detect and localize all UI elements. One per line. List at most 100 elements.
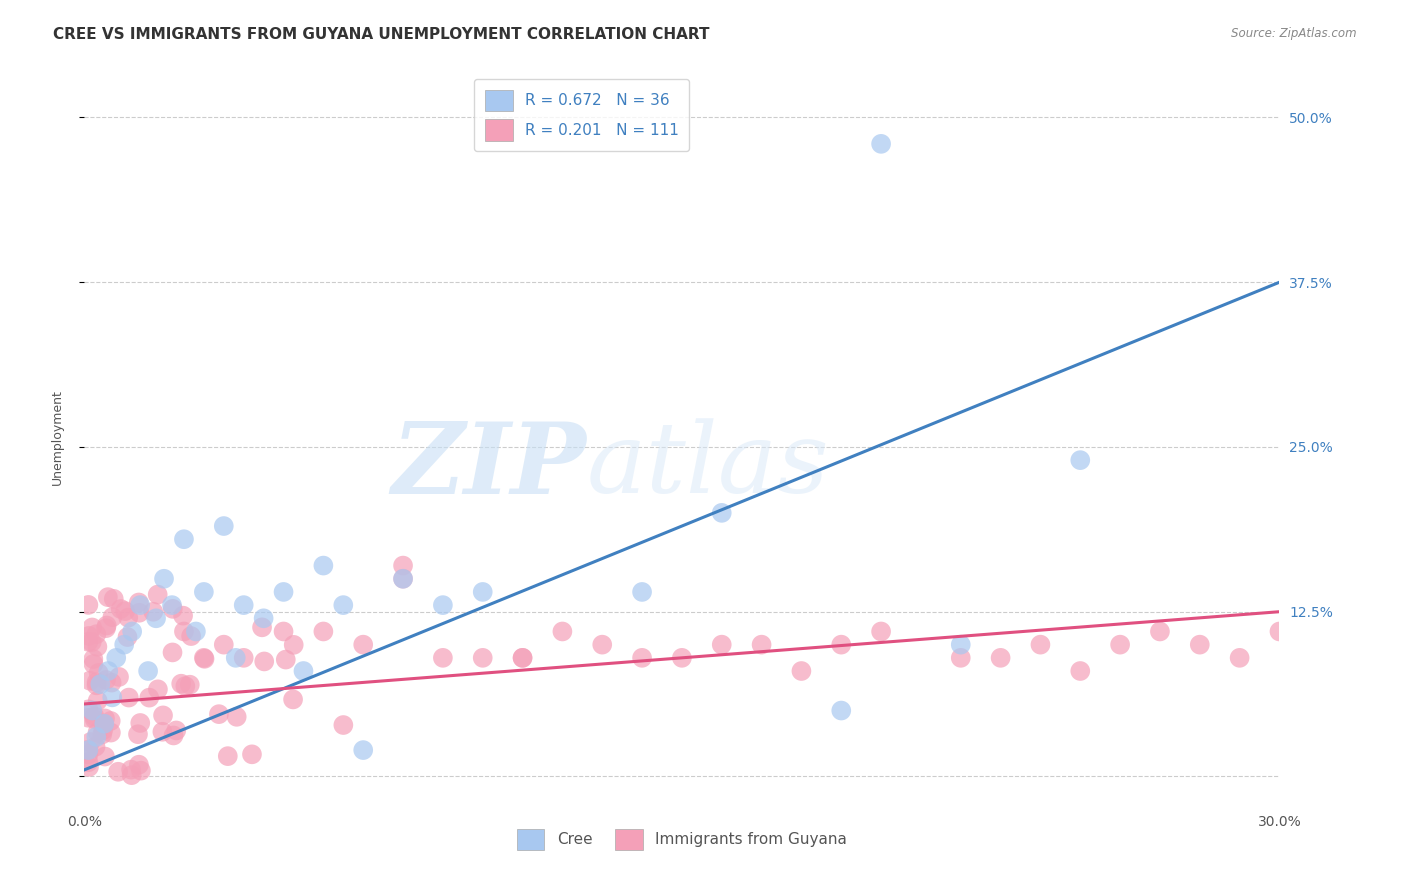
Point [86,725,108,739]
Point [751,638,773,652]
Point [77,629,100,643]
Point [432,598,454,612]
Point [232,650,254,665]
Point [332,598,354,612]
Point [253,611,276,625]
Point [82,657,104,671]
Point [949,638,972,652]
Legend: Cree, Immigrants from Guyana: Cree, Immigrants from Guyana [506,818,858,861]
Point [217,749,239,764]
Point [121,624,143,639]
Point [79,735,101,749]
Y-axis label: Unemployment: Unemployment [51,389,63,485]
Point [97,664,120,678]
Point [281,692,304,706]
Point [710,506,733,520]
Point [312,624,335,639]
Point [949,650,972,665]
Point [710,638,733,652]
Point [94,749,117,764]
Point [184,624,207,639]
Point [870,136,893,151]
Point [82,620,104,634]
Point [292,664,315,678]
Point [1149,624,1171,639]
Point [273,585,295,599]
Point [1109,638,1132,652]
Point [152,708,174,723]
Point [89,677,111,691]
Point [273,624,295,639]
Point [631,650,654,665]
Point [129,764,152,778]
Point [352,638,374,652]
Point [83,712,105,726]
Point [392,558,415,573]
Point [117,610,139,624]
Point [352,743,374,757]
Point [1069,664,1091,678]
Point [240,747,263,762]
Point [107,764,129,779]
Point [146,682,169,697]
Point [82,652,104,666]
Point [225,710,247,724]
Point [112,638,135,652]
Point [114,604,136,618]
Text: ZIP: ZIP [391,418,586,515]
Point [174,679,197,693]
Point [312,558,335,573]
Point [77,711,100,725]
Point [103,591,125,606]
Point [128,595,150,609]
Text: atlas: atlas [586,418,830,514]
Point [150,724,173,739]
Point [86,694,108,708]
Point [86,678,108,692]
Point [1029,638,1052,652]
Point [145,611,167,625]
Point [471,585,494,599]
Point [136,664,159,678]
Point [471,650,494,665]
Point [250,620,273,634]
Point [830,704,852,718]
Point [232,598,254,612]
Point [512,650,534,665]
Point [91,727,114,741]
Point [77,743,100,757]
Point [193,585,215,599]
Point [1069,453,1091,467]
Point [77,760,100,774]
Point [86,640,108,654]
Point [180,629,202,643]
Point [128,606,150,620]
Point [138,690,160,705]
Point [591,638,613,652]
Point [212,638,235,652]
Point [86,627,108,641]
Point [87,665,110,680]
Point [990,650,1012,665]
Point [173,533,195,547]
Point [162,645,184,659]
Point [274,652,297,666]
Point [100,714,122,728]
Point [1268,624,1291,639]
Point [870,624,893,639]
Text: Source: ZipAtlas.com: Source: ZipAtlas.com [1232,27,1357,40]
Point [172,608,194,623]
Point [129,598,152,612]
Point [86,675,108,690]
Point [94,621,117,635]
Point [77,702,100,716]
Point [110,602,132,616]
Point [193,650,215,665]
Point [551,624,574,639]
Point [142,605,165,619]
Point [170,676,193,690]
Point [118,690,141,705]
Point [91,723,114,737]
Point [160,598,183,612]
Point [127,727,149,741]
